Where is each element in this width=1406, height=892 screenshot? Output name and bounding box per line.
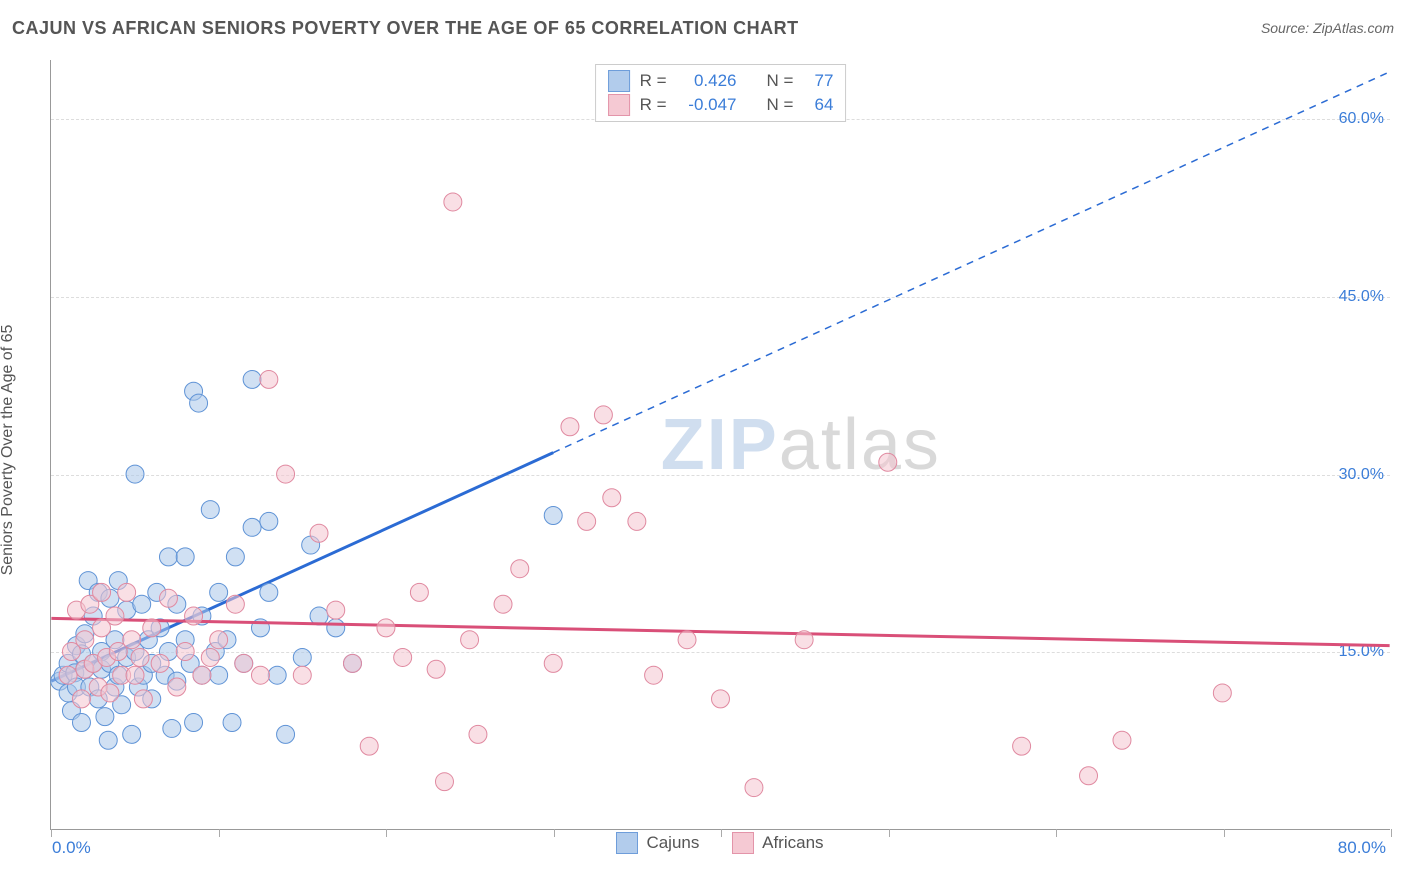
- swatch-africans-icon: [608, 94, 630, 116]
- legend-item-africans: Africans: [732, 832, 823, 854]
- r-value-cajuns: 0.426: [677, 71, 737, 91]
- correlation-stats-box: R = 0.426 N = 77 R = -0.047 N = 64: [595, 64, 847, 122]
- chart-title: CAJUN VS AFRICAN SENIORS POVERTY OVER TH…: [12, 18, 799, 38]
- series-legend: Cajuns Africans: [50, 832, 1390, 859]
- legend-label-cajuns: Cajuns: [646, 833, 699, 853]
- stats-row-cajuns: R = 0.426 N = 77: [608, 69, 834, 93]
- stats-row-africans: R = -0.047 N = 64: [608, 93, 834, 117]
- legend-label-africans: Africans: [762, 833, 823, 853]
- swatch-africans-icon: [732, 832, 754, 854]
- r-value-africans: -0.047: [677, 95, 737, 115]
- swatch-cajuns-icon: [608, 70, 630, 92]
- n-value-africans: 64: [803, 95, 833, 115]
- source-label: Source: ZipAtlas.com: [1261, 20, 1394, 36]
- plot-area: R = 0.426 N = 77 R = -0.047 N = 64 ZIPat…: [50, 60, 1390, 830]
- swatch-cajuns-icon: [616, 832, 638, 854]
- chart-svg: [51, 60, 1390, 829]
- legend-item-cajuns: Cajuns: [616, 832, 699, 854]
- n-value-cajuns: 77: [803, 71, 833, 91]
- y-axis-title: Seniors Poverty Over the Age of 65: [0, 325, 17, 576]
